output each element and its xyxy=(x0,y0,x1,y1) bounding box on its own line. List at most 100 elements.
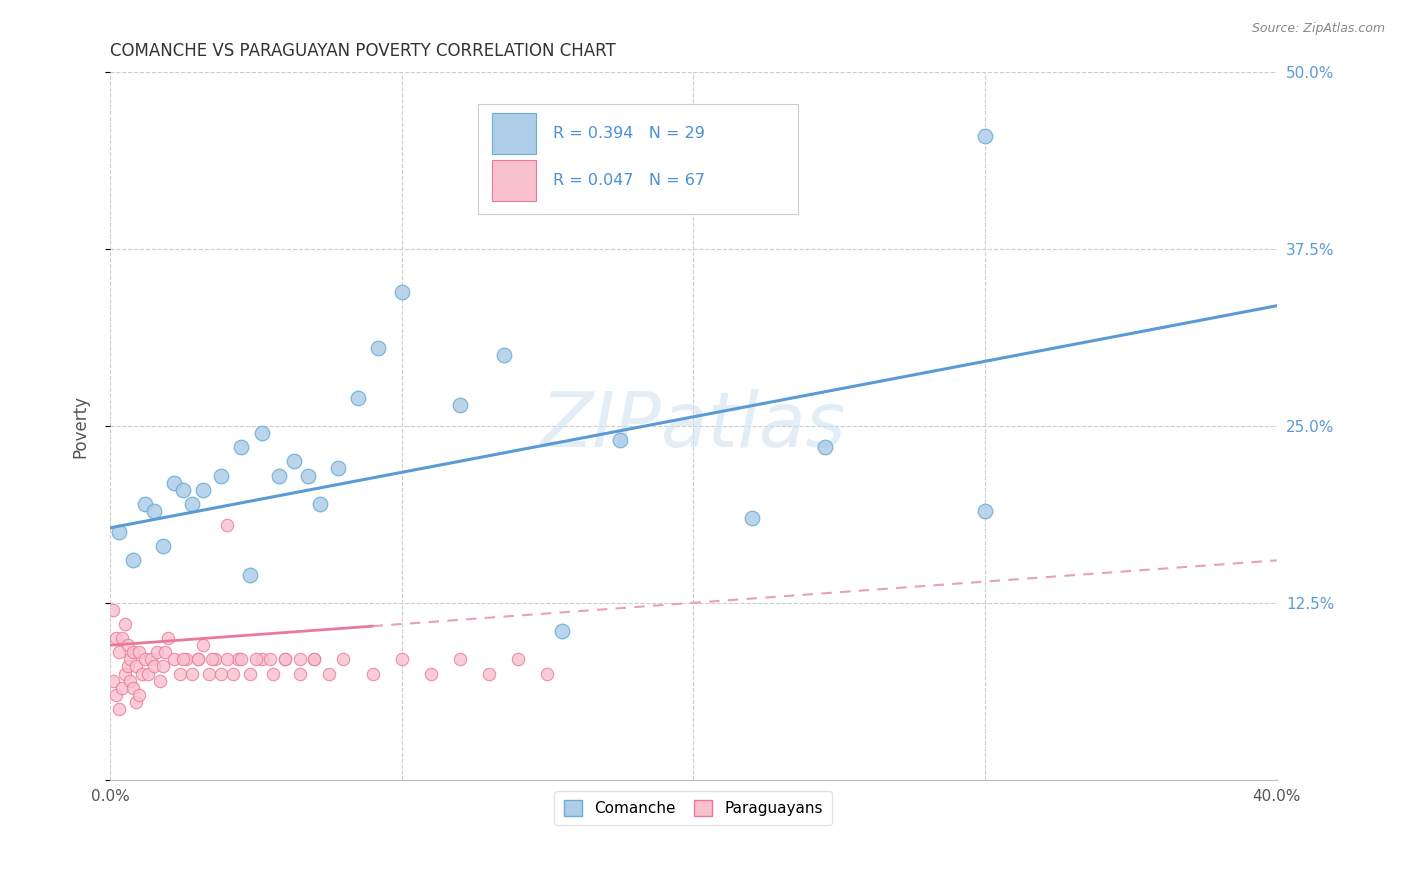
FancyBboxPatch shape xyxy=(492,112,536,153)
Point xyxy=(187,652,209,666)
Point xyxy=(262,666,284,681)
Point xyxy=(155,645,177,659)
Point xyxy=(142,504,165,518)
Point xyxy=(122,645,145,659)
Point xyxy=(250,652,273,666)
Point xyxy=(128,645,150,659)
Point xyxy=(139,652,162,666)
Text: ZIPatlas: ZIPatlas xyxy=(541,389,846,463)
Point xyxy=(974,504,997,518)
Point xyxy=(361,666,384,681)
FancyBboxPatch shape xyxy=(492,160,536,201)
Point xyxy=(180,497,202,511)
Point xyxy=(111,681,134,695)
Point xyxy=(231,440,253,454)
Point xyxy=(108,645,131,659)
Point xyxy=(508,652,530,666)
Point xyxy=(274,652,297,666)
Point xyxy=(201,652,224,666)
Point xyxy=(125,659,148,673)
Point xyxy=(318,666,340,681)
Point xyxy=(101,603,124,617)
Point xyxy=(145,645,167,659)
Point xyxy=(449,398,471,412)
Point xyxy=(332,652,354,666)
Point xyxy=(288,652,311,666)
Point xyxy=(193,483,215,497)
Point xyxy=(297,468,319,483)
Point xyxy=(122,553,145,567)
Point xyxy=(108,525,131,540)
Point xyxy=(152,539,174,553)
Text: R = 0.047   N = 67: R = 0.047 N = 67 xyxy=(554,173,706,187)
Point xyxy=(449,652,471,666)
Point xyxy=(245,652,267,666)
Point xyxy=(174,652,197,666)
Point xyxy=(108,702,131,716)
Point xyxy=(269,468,291,483)
Point xyxy=(974,129,997,144)
Point xyxy=(231,652,253,666)
Point xyxy=(193,638,215,652)
Point xyxy=(114,617,136,632)
Point xyxy=(478,666,501,681)
FancyBboxPatch shape xyxy=(478,104,799,214)
Point xyxy=(128,688,150,702)
Point xyxy=(134,497,156,511)
Point xyxy=(204,652,226,666)
Point xyxy=(172,652,194,666)
Point xyxy=(134,652,156,666)
Point xyxy=(347,391,370,405)
Point xyxy=(609,433,631,447)
Point xyxy=(209,666,232,681)
Point xyxy=(391,652,413,666)
Point xyxy=(117,638,139,652)
Point xyxy=(283,454,305,468)
Point xyxy=(259,652,281,666)
Point xyxy=(536,666,558,681)
Point xyxy=(117,659,139,673)
Point xyxy=(492,348,515,362)
Point xyxy=(198,666,221,681)
Point xyxy=(163,475,186,490)
Point xyxy=(391,285,413,299)
Point xyxy=(187,652,209,666)
Point xyxy=(157,631,180,645)
Point xyxy=(813,440,835,454)
Point xyxy=(152,659,174,673)
Point xyxy=(163,652,186,666)
Point xyxy=(302,652,325,666)
Point xyxy=(326,461,349,475)
Text: R = 0.394   N = 29: R = 0.394 N = 29 xyxy=(554,126,706,141)
Point xyxy=(136,666,159,681)
Point xyxy=(149,673,172,688)
Point xyxy=(101,673,124,688)
Point xyxy=(228,652,250,666)
Point xyxy=(309,497,332,511)
Point xyxy=(274,652,297,666)
Point xyxy=(419,666,441,681)
Point xyxy=(131,666,153,681)
Point xyxy=(169,666,191,681)
Point xyxy=(122,681,145,695)
Point xyxy=(367,341,389,355)
Point xyxy=(239,567,262,582)
Point xyxy=(180,666,202,681)
Point xyxy=(215,518,238,533)
Point xyxy=(239,666,262,681)
Point xyxy=(120,652,142,666)
Text: COMANCHE VS PARAGUAYAN POVERTY CORRELATION CHART: COMANCHE VS PARAGUAYAN POVERTY CORRELATI… xyxy=(110,42,616,60)
Text: Source: ZipAtlas.com: Source: ZipAtlas.com xyxy=(1251,22,1385,36)
Point xyxy=(215,652,238,666)
Point xyxy=(302,652,325,666)
Point xyxy=(114,666,136,681)
Point xyxy=(104,631,127,645)
Point xyxy=(741,511,763,525)
Y-axis label: Poverty: Poverty xyxy=(72,394,89,458)
Point xyxy=(551,624,574,639)
Point xyxy=(250,426,273,441)
Point xyxy=(209,468,232,483)
Point xyxy=(104,688,127,702)
Point xyxy=(142,659,165,673)
Point xyxy=(125,695,148,709)
